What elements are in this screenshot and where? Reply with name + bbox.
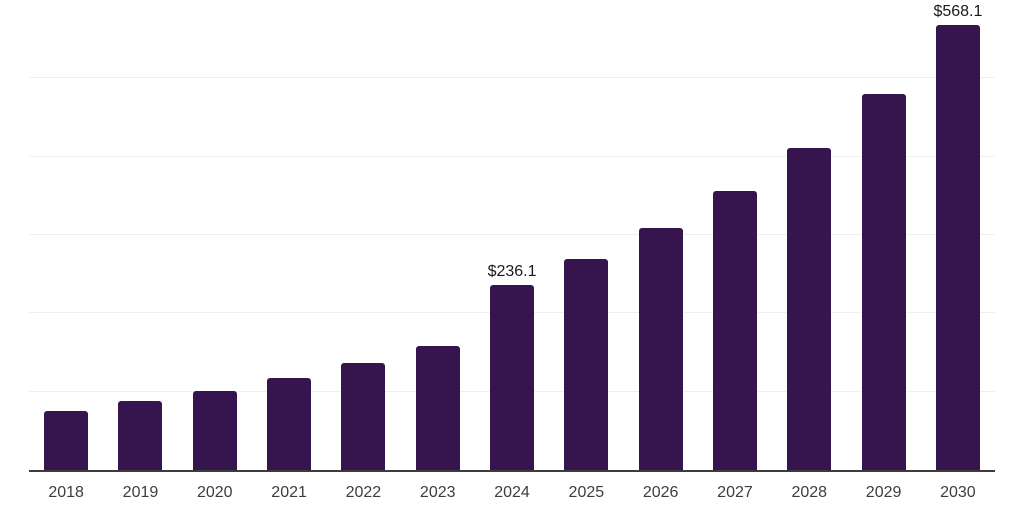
x-axis-label-2029: 2029 <box>865 484 902 501</box>
x-axis-label-2023: 2023 <box>419 484 456 501</box>
bar-2022 <box>341 362 386 470</box>
bar-slot-2029 <box>846 0 920 470</box>
x-axis-label-2024: 2024 <box>494 484 530 501</box>
x-axis-label-2022: 2022 <box>345 484 382 501</box>
x-axis-label-2019: 2019 <box>122 484 159 501</box>
bar-slot-2023 <box>401 0 475 470</box>
x-axis-label-2030: 2030 <box>940 484 976 501</box>
bar-slot-2025 <box>549 0 623 470</box>
bar-2018 <box>44 411 89 470</box>
bar-2025 <box>564 259 609 470</box>
data-label-2030: $568.1 <box>933 3 983 20</box>
x-axis-label-2020: 2020 <box>196 484 233 501</box>
bar-slot-2027 <box>698 0 772 470</box>
plot-area: $236.1 $568.1 <box>29 0 995 472</box>
bar-slot-2024: $236.1 <box>475 0 549 470</box>
bar-slot-2019 <box>103 0 177 470</box>
bar-slot-2030: $568.1 <box>921 0 995 470</box>
bar-2024 <box>490 285 535 470</box>
bar-2021 <box>267 378 312 470</box>
bar-2029 <box>861 94 906 470</box>
x-axis-label-2028: 2028 <box>791 484 828 501</box>
gridline-300 <box>29 234 995 235</box>
x-axis-label-2027: 2027 <box>717 484 753 501</box>
bar-slot-2026 <box>624 0 698 470</box>
bar-slot-2022 <box>326 0 400 470</box>
bar-slot-2020 <box>178 0 252 470</box>
x-axis-labels: 2018 2019 2020 2021 2022 2023 2024 2025 2026 2027… <box>29 472 995 512</box>
bar-slot-2018 <box>29 0 103 470</box>
x-axis-label-2026: 2026 <box>642 484 679 501</box>
bar-2020 <box>192 390 237 470</box>
bar-2027 <box>712 191 757 470</box>
bar-slot-2028 <box>772 0 846 470</box>
gridline-400 <box>29 155 995 157</box>
bar-2030 <box>935 25 980 470</box>
x-axis-label-2021: 2021 <box>271 484 307 501</box>
bar-2023 <box>415 346 460 470</box>
bars-container: $236.1 $568.1 <box>29 0 995 470</box>
bar-2019 <box>118 401 163 470</box>
data-label-2024: $236.1 <box>487 263 537 281</box>
bar-2028 <box>787 148 832 470</box>
bar-slot-2021 <box>252 0 326 470</box>
bar-2026 <box>638 227 683 470</box>
x-axis-label-2025: 2025 <box>568 484 605 501</box>
gridline-500 <box>29 77 995 79</box>
x-axis-label-2018: 2018 <box>48 484 84 501</box>
